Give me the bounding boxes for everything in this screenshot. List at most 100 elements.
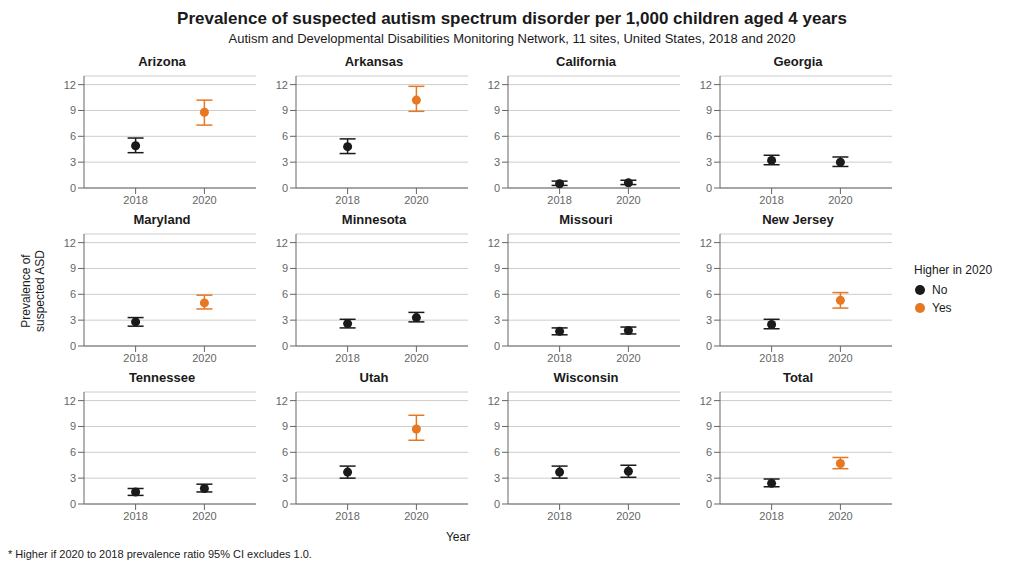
svg-text:2020: 2020: [828, 194, 852, 206]
svg-text:2018: 2018: [759, 194, 783, 206]
svg-text:12: 12: [276, 79, 288, 91]
svg-text:12: 12: [488, 395, 500, 407]
svg-text:2020: 2020: [828, 352, 852, 364]
html-text:Total: Total: [783, 370, 813, 385]
svg-text:2018: 2018: [123, 352, 147, 364]
svg-text:12: 12: [700, 237, 712, 249]
svg-text:0: 0: [494, 498, 500, 510]
html-text:Autism and Developmental Disab: Autism and Developmental Disabilities Mo…: [228, 31, 796, 46]
svg-text:9: 9: [706, 104, 712, 116]
html-text:Tennessee: Tennessee: [128, 370, 196, 385]
svg-text:2018: 2018: [759, 510, 783, 522]
html-text:Arkansas: Arkansas: [344, 54, 404, 69]
html-text:New Jersey: New Jersey: [762, 212, 834, 227]
svg-text:9: 9: [282, 420, 288, 432]
svg-text:12: 12: [64, 237, 76, 249]
svg-text:9: 9: [282, 262, 288, 274]
svg-text:6: 6: [70, 446, 76, 458]
html-text:Wisconsin: Wisconsin: [553, 370, 619, 385]
svg-text:0: 0: [494, 182, 500, 194]
svg-text:3: 3: [282, 472, 288, 484]
svg-text:9: 9: [70, 262, 76, 274]
svg-text:12: 12: [488, 237, 500, 249]
svg-text:12: 12: [64, 79, 76, 91]
svg-text:3: 3: [70, 156, 76, 168]
svg-text:2020: 2020: [192, 352, 216, 364]
svg-text:3: 3: [494, 156, 500, 168]
svg-text:12: 12: [276, 395, 288, 407]
svg-text:9: 9: [706, 420, 712, 432]
svg-text:2018: 2018: [547, 352, 571, 364]
html-text:Higher in 2020: Higher in 2020: [914, 263, 993, 277]
svg-text:0: 0: [706, 340, 712, 352]
svg-text:12: 12: [276, 237, 288, 249]
svg-text:9: 9: [70, 104, 76, 116]
html-text:Arizona: Arizona: [138, 54, 186, 69]
svg-text:0: 0: [282, 498, 288, 510]
svg-text:6: 6: [70, 288, 76, 300]
svg-text:0: 0: [70, 182, 76, 194]
svg-text:2018: 2018: [335, 510, 359, 522]
html-text:Prevalence of suspected autism: Prevalence of suspected autism spectrum …: [177, 9, 847, 28]
svg-text:3: 3: [494, 314, 500, 326]
svg-text:2018: 2018: [547, 510, 571, 522]
svg-text:2020: 2020: [616, 510, 640, 522]
svg-text:0: 0: [706, 182, 712, 194]
html-text:California: California: [556, 54, 616, 69]
svg-text:6: 6: [706, 446, 712, 458]
svg-text:2018: 2018: [123, 194, 147, 206]
html-text:Utah: Utah: [359, 370, 389, 385]
svg-text:2018: 2018: [123, 510, 147, 522]
html-text:Prevalence of suspected ASD: Prevalence of suspected ASD: [19, 250, 47, 332]
svg-text:6: 6: [70, 130, 76, 142]
svg-text:9: 9: [494, 420, 500, 432]
svg-text:2020: 2020: [404, 352, 428, 364]
html-text:Maryland: Maryland: [133, 212, 191, 227]
svg-text:0: 0: [282, 340, 288, 352]
svg-text:0: 0: [282, 182, 288, 194]
svg-text:6: 6: [494, 130, 500, 142]
svg-text:2018: 2018: [335, 194, 359, 206]
svg-text:0: 0: [70, 498, 76, 510]
svg-text:2020: 2020: [192, 510, 216, 522]
svg-text:9: 9: [70, 420, 76, 432]
svg-text:6: 6: [706, 288, 712, 300]
svg-text:3: 3: [70, 472, 76, 484]
svg-text:0: 0: [706, 498, 712, 510]
svg-text:2018: 2018: [335, 352, 359, 364]
svg-text:2018: 2018: [547, 194, 571, 206]
svg-text:0: 0: [494, 340, 500, 352]
svg-text:2020: 2020: [828, 510, 852, 522]
svg-text:9: 9: [494, 104, 500, 116]
svg-text:2020: 2020: [192, 194, 216, 206]
svg-text:9: 9: [494, 262, 500, 274]
svg-text:6: 6: [706, 130, 712, 142]
svg-text:9: 9: [282, 104, 288, 116]
svg-text:3: 3: [706, 314, 712, 326]
svg-text:3: 3: [706, 472, 712, 484]
svg-text:3: 3: [70, 314, 76, 326]
svg-text:6: 6: [282, 130, 288, 142]
svg-text:2018: 2018: [759, 352, 783, 364]
svg-text:3: 3: [282, 156, 288, 168]
svg-text:2020: 2020: [404, 510, 428, 522]
svg-text:12: 12: [64, 395, 76, 407]
svg-text:12: 12: [700, 79, 712, 91]
html-text:Georgia: Georgia: [773, 54, 823, 69]
svg-text:6: 6: [494, 446, 500, 458]
svg-text:2020: 2020: [616, 194, 640, 206]
svg-text:12: 12: [488, 79, 500, 91]
svg-text:3: 3: [494, 472, 500, 484]
svg-text:6: 6: [494, 288, 500, 300]
svg-text:9: 9: [706, 262, 712, 274]
svg-text:0: 0: [70, 340, 76, 352]
svg-text:6: 6: [282, 446, 288, 458]
html-text:Missouri: Missouri: [559, 212, 613, 227]
svg-text:2020: 2020: [616, 352, 640, 364]
svg-text:6: 6: [282, 288, 288, 300]
html-text:Minnesota: Minnesota: [341, 212, 407, 227]
svg-text:12: 12: [700, 395, 712, 407]
svg-text:3: 3: [282, 314, 288, 326]
svg-text:2020: 2020: [404, 194, 428, 206]
svg-text:3: 3: [706, 156, 712, 168]
